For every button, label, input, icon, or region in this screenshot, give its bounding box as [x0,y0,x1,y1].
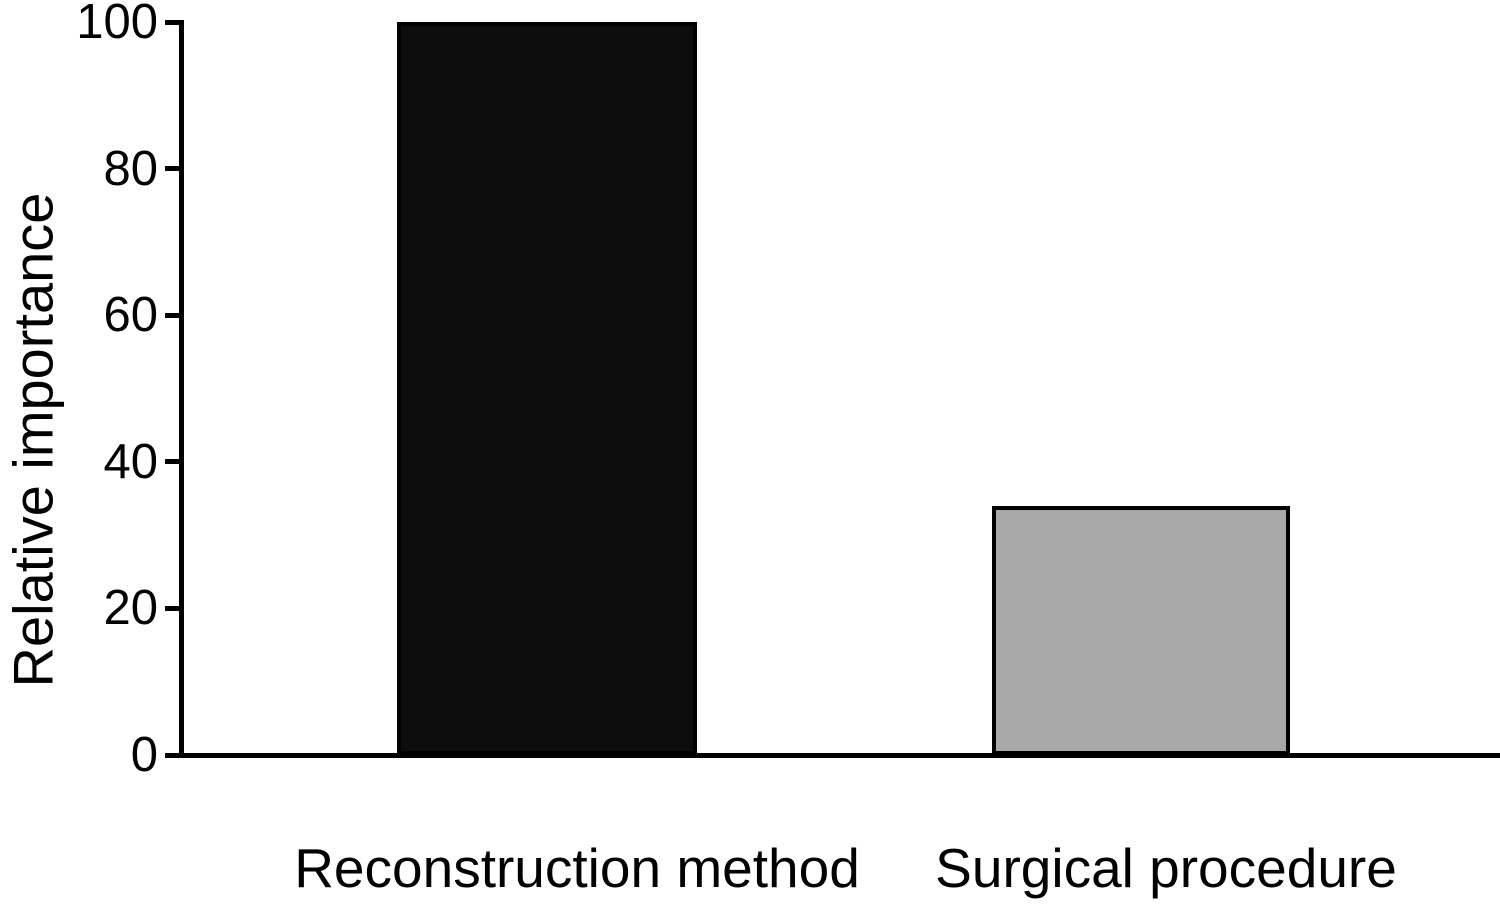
y-axis-line [179,20,184,758]
y-tick-label: 60 [103,288,158,343]
y-tick-label: 40 [103,434,158,489]
y-tick-label: 100 [76,0,158,49]
y-tick-mark [165,19,181,25]
y-tick-mark [165,459,181,465]
bar-reconstruction-method [397,22,697,755]
y-tick-label: 20 [103,581,158,636]
x-axis-line [170,753,1500,758]
y-tick-label: 0 [130,728,158,782]
y-tick-label: 80 [103,141,158,196]
y-tick-mark [165,605,181,611]
y-tick-mark [165,312,181,318]
bar-surgical-procedure [992,505,1290,755]
y-tick-mark [165,166,181,172]
x-category-label: Surgical procedure [935,837,1397,899]
x-category-label: Reconstruction method [294,837,860,899]
